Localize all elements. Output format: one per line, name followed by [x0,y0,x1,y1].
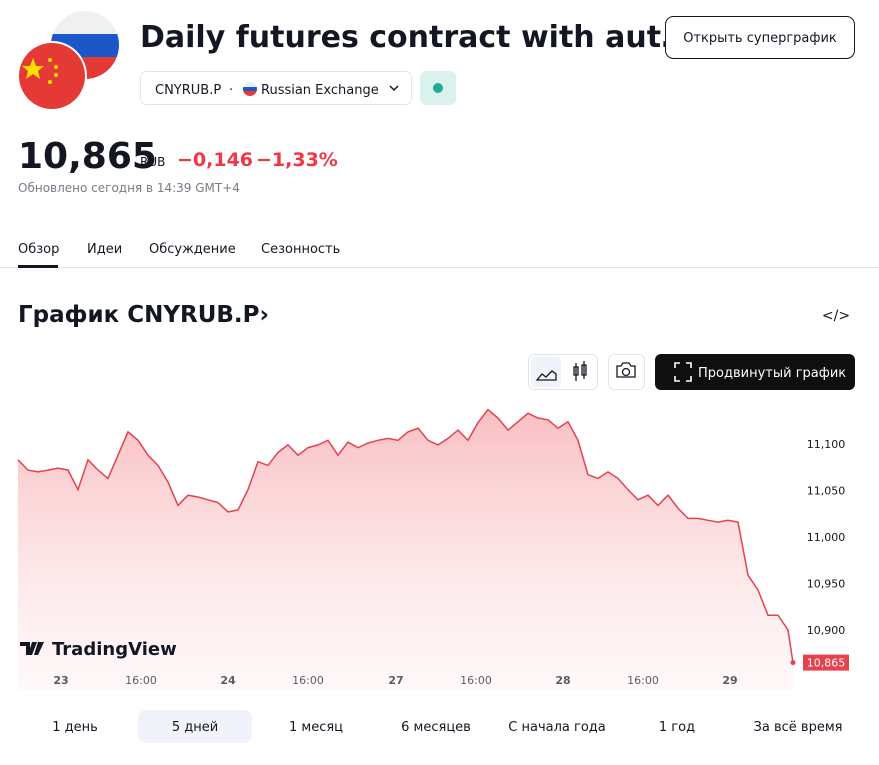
camera-lens [621,367,631,377]
range-button[interactable]: С начала года [508,720,605,735]
separator: · [229,83,233,98]
snapshot-button[interactable] [608,354,645,390]
star [54,73,58,77]
title: Daily futures contract with aut… [140,20,691,55]
change-percent: −1,33% [256,149,338,171]
watermark: TradingView [52,639,177,660]
china-flag [19,43,85,109]
button-label: Продвинутый график [698,366,846,381]
range-selected [138,710,252,743]
currency: RUB [140,155,165,169]
price-tag-label: 10,865 [807,657,846,670]
star [48,58,52,62]
area [18,409,793,691]
y-tick-label: 10,950 [807,578,846,591]
advanced-chart-button[interactable] [655,354,855,390]
tv-logo [20,642,44,655]
open-supergraph-button[interactable] [665,16,855,59]
symbol-box[interactable] [140,71,412,105]
updated: Обновлено сегодня в 14:39 GMT+4 [18,181,240,195]
camera-icon [616,362,636,378]
fullscreen-icon [674,362,692,382]
star [54,65,58,69]
tab[interactable]: Обсуждение [149,242,236,257]
range-button[interactable]: 1 месяц [289,720,343,735]
section-title[interactable]: График CNYRUB.P› [18,302,269,328]
area-style-button[interactable] [531,357,561,387]
y-tick-label: 10,900 [807,624,846,637]
status-dot [433,83,443,93]
y-tick-label: 11,050 [807,485,846,498]
line [17,408,794,663]
range-button[interactable]: За всё время [754,720,843,735]
y-tick-label: 11,100 [807,438,846,451]
chevron [389,85,399,92]
range-button[interactable]: 6 месяцев [401,720,471,735]
plot: 11,10011,05011,00010,95010,9002316:00241… [17,408,849,691]
price: 10,865 [18,136,157,177]
change: −0,146 [177,149,253,171]
tab[interactable]: Сезонность [261,242,340,257]
y-tick-label: 11,000 [807,531,846,544]
range-button[interactable]: 1 год [659,720,695,735]
star [22,58,44,79]
area-icon [535,370,557,381]
range-button[interactable]: 1 день [52,720,98,735]
symbol: CNYRUB.P [155,83,221,98]
range-button[interactable]: 5 дней [172,720,218,735]
exchange-flag [243,82,257,96]
star [48,80,52,84]
tab[interactable]: Идеи [87,242,122,257]
embed-icon[interactable]: </> [822,308,850,324]
exchange: Russian Exchange [261,83,379,98]
last-point [790,660,796,666]
tab[interactable]: Обзор [18,242,59,257]
price-tag [803,654,849,671]
candle-icon[interactable] [573,361,587,381]
tab-underline [18,265,58,268]
button-label: Открыть суперграфик [683,31,837,46]
